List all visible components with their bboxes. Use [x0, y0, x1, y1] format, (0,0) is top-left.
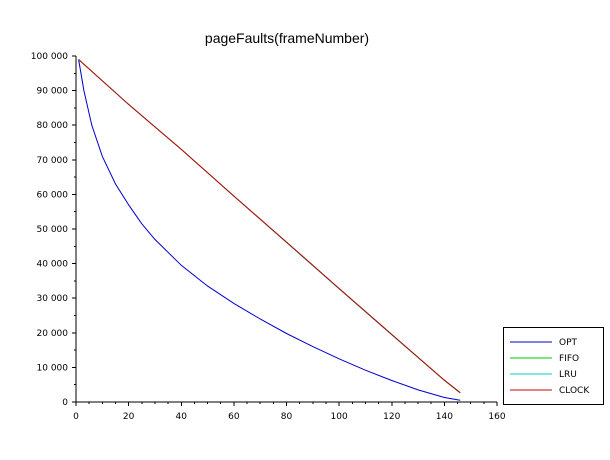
legend-label-clock: CLOCK — [559, 386, 590, 396]
x-tick-label: 80 — [281, 412, 293, 422]
legend-box — [503, 327, 604, 405]
x-tick-label: 140 — [436, 412, 453, 422]
chart-title: pageFaults(frameNumber) — [205, 30, 369, 46]
legend-label-lru: LRU — [559, 370, 577, 380]
y-tick-label: 100 000 — [31, 52, 68, 62]
legend-label-opt: OPT — [559, 338, 578, 348]
series-line-clock — [78, 59, 461, 394]
series-line-fifo — [78, 59, 461, 394]
x-tick-label: 160 — [488, 412, 505, 422]
y-tick-label: 10 000 — [37, 363, 69, 373]
y-tick-label: 40 000 — [37, 260, 69, 270]
series-group — [78, 59, 461, 401]
y-tick-label: 20 000 — [37, 329, 69, 339]
y-tick-label: 60 000 — [37, 190, 69, 200]
x-tick-label: 40 — [176, 412, 188, 422]
x-tick-label: 20 — [123, 412, 135, 422]
y-tick-label: 80 000 — [37, 121, 69, 131]
x-tick-label: 60 — [228, 412, 240, 422]
x-tick-label: 120 — [383, 412, 400, 422]
legend-label-fifo: FIFO — [559, 354, 579, 364]
y-tick-label: 70 000 — [37, 156, 69, 166]
legend: OPT FIFO LRU CLOCK — [503, 327, 604, 405]
x-tick-label: 0 — [73, 412, 79, 422]
y-tick-label: 30 000 — [37, 294, 69, 304]
series-line-opt — [78, 59, 461, 401]
y-tick-label: 0 — [62, 398, 68, 408]
axes: 0 20 40 60 80 100 120 140 160 0 10 000 20 000 30 000… — [31, 52, 506, 422]
y-tick-label: 50 000 — [37, 225, 69, 235]
y-tick-label: 90 000 — [37, 87, 69, 97]
x-tick-label: 100 — [331, 412, 348, 422]
series-line-lru — [78, 59, 461, 394]
